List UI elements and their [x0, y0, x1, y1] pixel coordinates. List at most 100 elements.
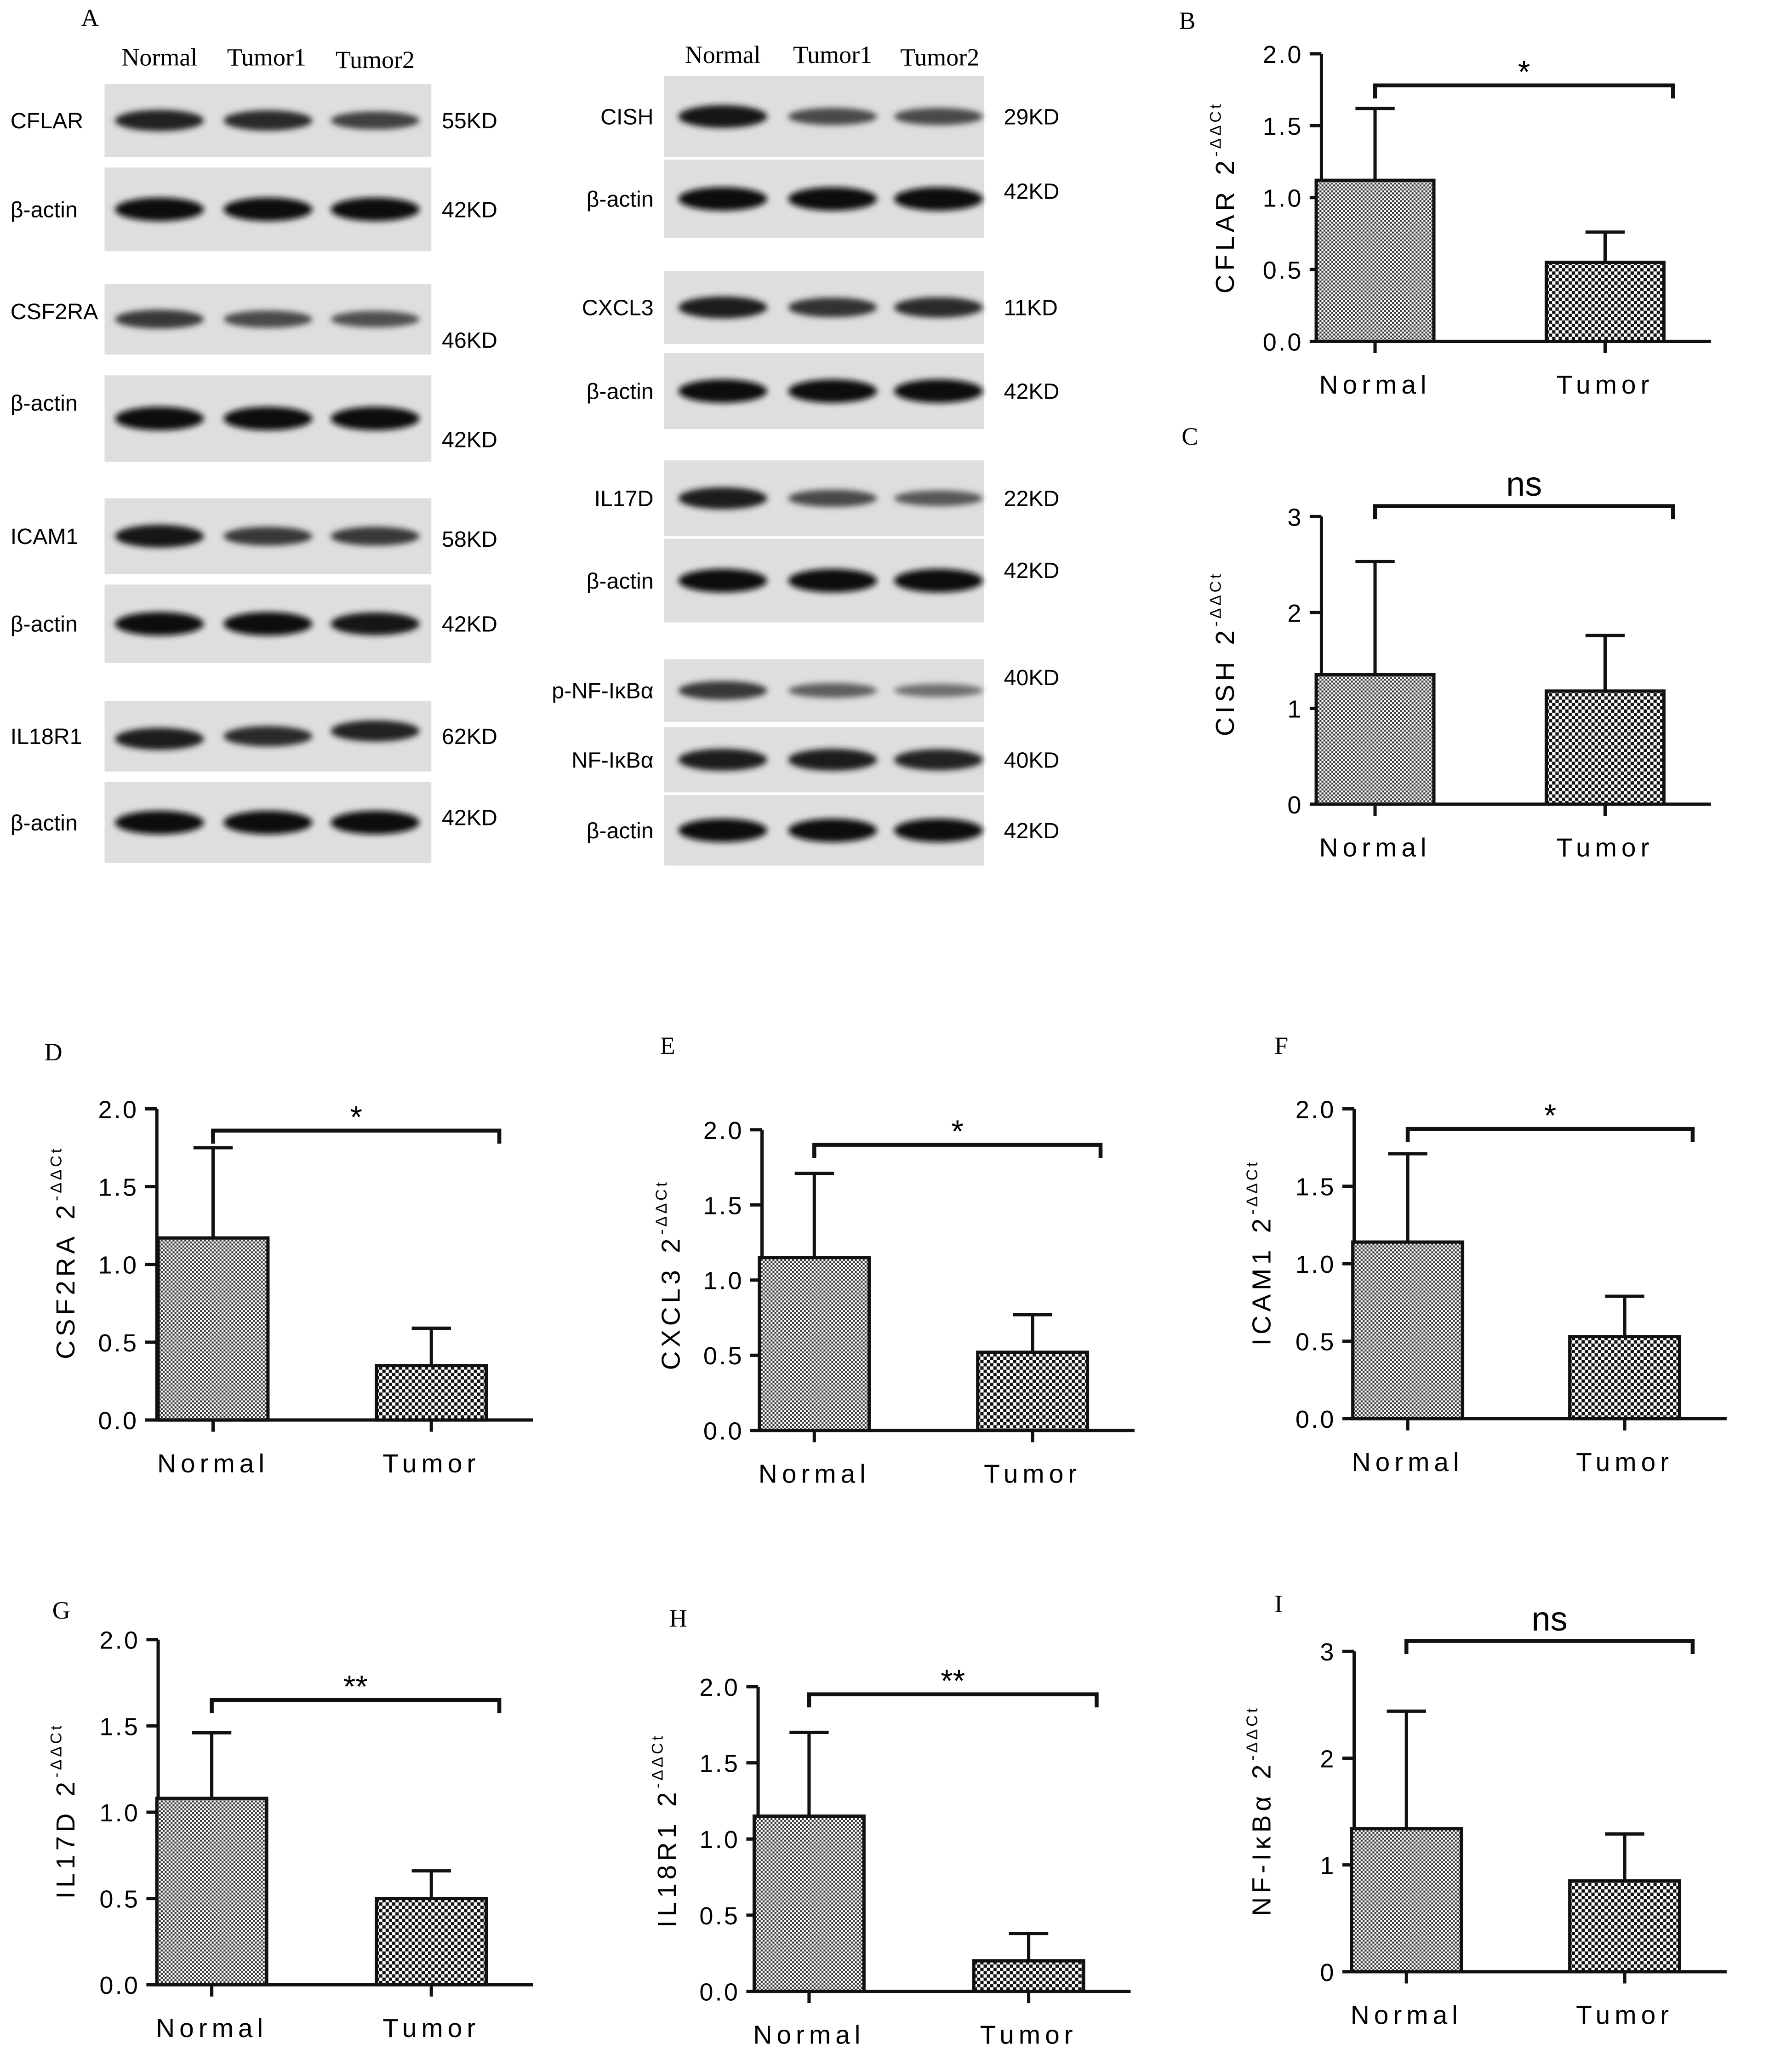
y-tick-label: 0.5 — [1295, 1328, 1336, 1356]
lane-label: Tumor1 — [793, 41, 872, 69]
panel-label-I: I — [1274, 1590, 1283, 1618]
protein-label: β-actin — [11, 811, 78, 836]
significance-label: ** — [343, 1669, 368, 1704]
y-tick-label: 2.0 — [98, 1096, 138, 1123]
protein-label: CXCL3 — [582, 296, 654, 321]
y-tick-label: 2.0 — [699, 1674, 740, 1701]
molecular-weight-label: 55KD — [442, 109, 497, 133]
molecular-weight-label: 22KD — [1004, 486, 1060, 511]
blot-row: β-actin 42KD — [587, 353, 1060, 429]
blot-band — [678, 296, 767, 319]
protein-label: β-actin — [587, 569, 654, 594]
y-axis-label-gene: CISH — [1211, 658, 1240, 736]
bar-tumor — [976, 1351, 1090, 1432]
significance-label: * — [350, 1100, 362, 1135]
molecular-weight-label: 40KD — [1004, 748, 1060, 773]
y-tick-label: 0.5 — [703, 1342, 744, 1370]
blot-band — [223, 811, 313, 835]
blot-band — [894, 569, 983, 593]
protein-label: p-NF-IκBα — [552, 679, 653, 704]
y-tick-label: 0.0 — [703, 1418, 744, 1445]
blot-band — [894, 749, 983, 771]
bar-normal — [758, 1256, 871, 1432]
y-axis-label: CFLAR 2-ΔΔCt — [1207, 102, 1240, 293]
molecular-weight-label: 11KD — [1004, 296, 1058, 321]
significance-bracket — [1373, 504, 1675, 520]
protein-label: β-actin — [587, 187, 654, 212]
panel-label-E: E — [660, 1032, 675, 1059]
blot-band — [678, 105, 767, 128]
y-tick-label: 3 — [1287, 504, 1303, 531]
protein-label: ICAM1 — [11, 524, 79, 549]
blot-band — [894, 818, 983, 842]
significance-label: ns — [1532, 1600, 1568, 1638]
y-tick-label: 0 — [1287, 791, 1303, 819]
bar-chart-D: 0.0 0.5 1.0 1.5 2.0 Normal Tumor * CSF2RA 2-ΔΔCt — [48, 1096, 534, 1478]
blot-row: β-actin 42KD — [587, 795, 1059, 866]
lane-label: Normal — [121, 44, 197, 71]
blot-band — [115, 109, 204, 131]
blot-row: CSF2RA 46KD — [11, 284, 497, 355]
y-axis-label: CSF2RA 2-ΔΔCt — [48, 1146, 80, 1359]
blot-band — [115, 727, 204, 750]
molecular-weight-label: 29KD — [1004, 104, 1060, 129]
blot-band — [788, 749, 877, 771]
y-tick-label: 1.0 — [99, 1799, 140, 1827]
y-axis-label-superscript: -ΔΔCt — [48, 1146, 65, 1201]
molecular-weight-label: 42KD — [1004, 379, 1060, 404]
y-axis-label-gene: IL18R1 — [653, 1820, 682, 1928]
molecular-weight-label: 46KD — [442, 328, 497, 353]
blot-band — [331, 111, 420, 130]
panel-label-F: F — [1274, 1032, 1288, 1059]
y-axis-label-gene: CFLAR — [1211, 188, 1240, 293]
y-tick-label: 0.0 — [699, 1978, 740, 2006]
blot-band — [115, 406, 204, 430]
blot-band — [788, 108, 877, 126]
panel-label-H: H — [669, 1604, 687, 1632]
x-tick-label: Tumor — [980, 2020, 1078, 2049]
x-tick-label: Tumor — [984, 1460, 1081, 1489]
bar-normal — [1350, 1827, 1463, 1974]
y-tick-label: 0.0 — [1295, 1406, 1336, 1433]
y-tick-label: 2 — [1320, 1745, 1335, 1773]
y-axis-label-gene: IL17D — [51, 1809, 80, 1899]
y-axis-label-gene: ICAM1 — [1248, 1246, 1277, 1345]
y-axis-label: IL18R1 2-ΔΔCt — [649, 1734, 681, 1928]
panel-label-C: C — [1181, 423, 1198, 450]
blot-band — [223, 310, 313, 328]
bar-chart-F: 0.0 0.5 1.0 1.5 2.0 Normal Tumor * ICAM1 2-ΔΔCt — [1244, 1096, 1727, 1477]
y-axis-label: IL17D 2-ΔΔCt — [48, 1723, 80, 1899]
x-tick-label: Tumor — [1556, 834, 1654, 863]
bar-chart-E: 0.0 0.5 1.0 1.5 2.0 Normal Tumor * CXCL3 2-ΔΔCt — [653, 1114, 1135, 1489]
y-tick-label: 1 — [1320, 1852, 1335, 1880]
significance-label: * — [951, 1114, 964, 1149]
y-tick-label: 1.0 — [703, 1267, 744, 1295]
blot-band — [678, 681, 767, 700]
molecular-weight-label: 58KD — [442, 527, 497, 552]
significance-bracket — [1373, 83, 1675, 99]
blot-band — [331, 311, 420, 328]
bar-chart-H: 0.0 0.5 1.0 1.5 2.0 Normal Tumor ** IL18R1 2-ΔΔCt — [649, 1664, 1131, 2049]
bar-tumor — [972, 1959, 1085, 1993]
bar-tumor — [375, 1364, 488, 1422]
bar-tumor — [1568, 1335, 1682, 1420]
blot-band — [678, 487, 767, 509]
blot-row: β-actin 42KD — [11, 782, 497, 863]
bar-normal — [156, 1236, 270, 1422]
y-axis-label: ICAM1 2-ΔΔCt — [1244, 1160, 1276, 1345]
blot-band — [894, 490, 983, 506]
y-tick-label: 1.0 — [1263, 185, 1303, 212]
y-tick-label: 0.5 — [99, 1886, 140, 1913]
blot-band — [788, 569, 877, 593]
blot-band — [788, 379, 877, 403]
molecular-weight-label: 42KD — [442, 428, 497, 452]
molecular-weight-label: 42KD — [442, 612, 497, 637]
blot-row: β-actin 42KD — [11, 375, 497, 462]
y-tick-label: 2.0 — [1263, 41, 1303, 69]
y-axis-label: CXCL3 2-ΔΔCt — [653, 1179, 685, 1370]
y-tick-label: 1.5 — [1263, 113, 1303, 140]
blot-band — [223, 110, 313, 131]
